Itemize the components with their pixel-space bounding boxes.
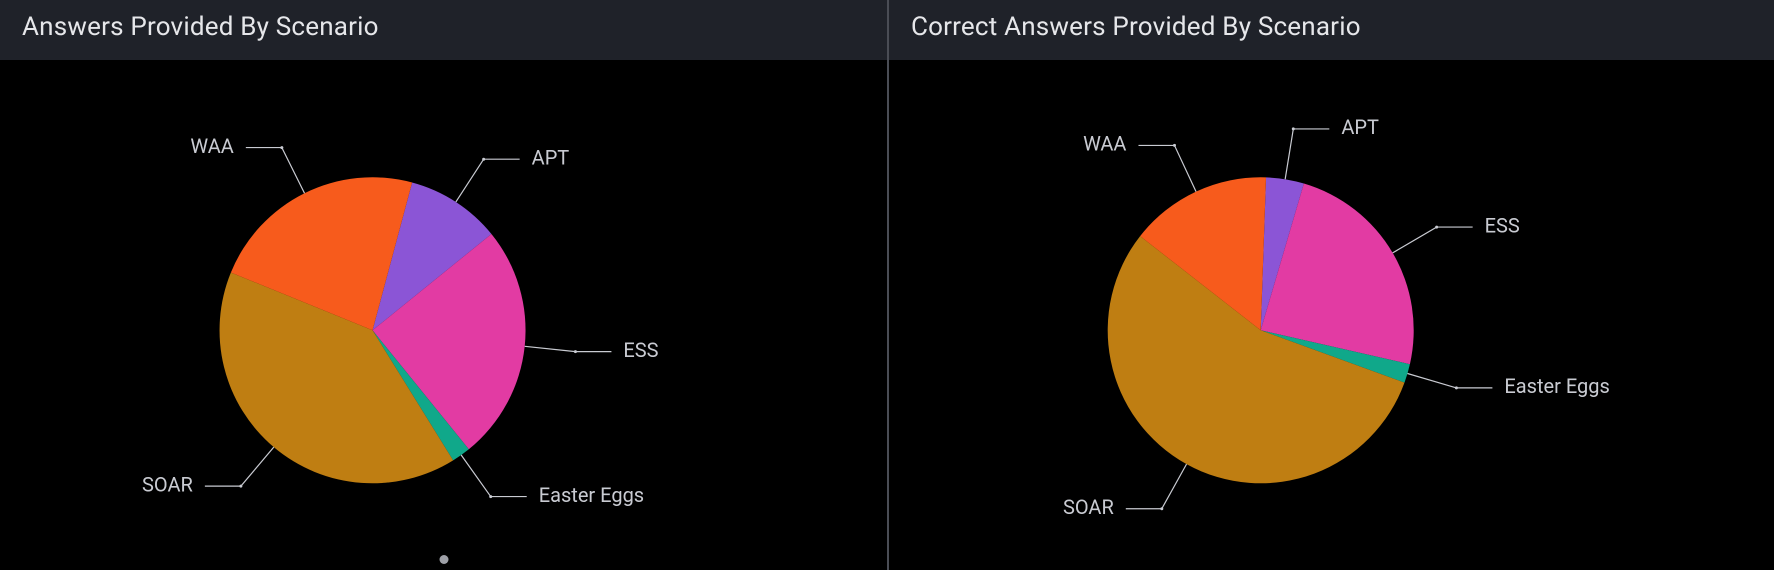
leader-line	[1126, 464, 1187, 509]
leader-line	[456, 159, 520, 202]
leader-elbow	[574, 350, 577, 353]
leader-line	[525, 346, 612, 351]
slice-label: SOAR	[142, 472, 193, 496]
leader-elbow	[1173, 144, 1176, 147]
slice-label: WAA	[1083, 132, 1126, 156]
slice-label: WAA	[190, 134, 233, 158]
slice-label: Easter Eggs	[539, 483, 644, 507]
panel-body: APT ESS Easter Eggs SOAR WAA	[889, 60, 1774, 570]
leader-line	[205, 447, 274, 486]
leader-elbow	[482, 158, 485, 161]
leader-elbow	[280, 146, 283, 149]
leader-elbow	[1292, 127, 1295, 130]
slice-label: APT	[532, 145, 570, 169]
leader-line	[1393, 227, 1473, 253]
panel-header: Answers Provided By Scenario	[0, 0, 887, 60]
panel-title: Answers Provided By Scenario	[22, 12, 379, 42]
panel-header: Correct Answers Provided By Scenario	[889, 0, 1774, 60]
panel-title: Correct Answers Provided By Scenario	[911, 12, 1361, 42]
leader-line	[1285, 129, 1329, 179]
slice-label: ESS	[623, 338, 658, 362]
leader-elbow	[1455, 386, 1458, 389]
leader-elbow	[1160, 507, 1163, 510]
leader-elbow	[489, 495, 492, 498]
panel-answers: Answers Provided By Scenario APT ESS Easte…	[0, 0, 887, 570]
pager-dot[interactable]	[439, 555, 448, 564]
leader-line	[461, 455, 527, 497]
slice-label: APT	[1341, 115, 1379, 139]
panel-correct: Correct Answers Provided By Scenario APT…	[887, 0, 1774, 570]
slice-label: SOAR	[1063, 495, 1114, 519]
leader-elbow	[1435, 226, 1438, 229]
panel-body: APT ESS Easter Eggs SOAR WAA	[0, 60, 887, 570]
slice-label: ESS	[1485, 213, 1520, 237]
dashboard: Answers Provided By Scenario APT ESS Easte…	[0, 0, 1774, 570]
pie-chart-answers[interactable]: APT ESS Easter Eggs SOAR WAA	[0, 60, 887, 570]
leader-line	[1407, 373, 1492, 387]
leader-line	[246, 148, 305, 194]
slice-label: Easter Eggs	[1504, 374, 1609, 398]
leader-elbow	[239, 485, 242, 488]
pie-chart-correct[interactable]: APT ESS Easter Eggs SOAR WAA	[889, 60, 1774, 570]
leader-line	[1138, 145, 1196, 191]
